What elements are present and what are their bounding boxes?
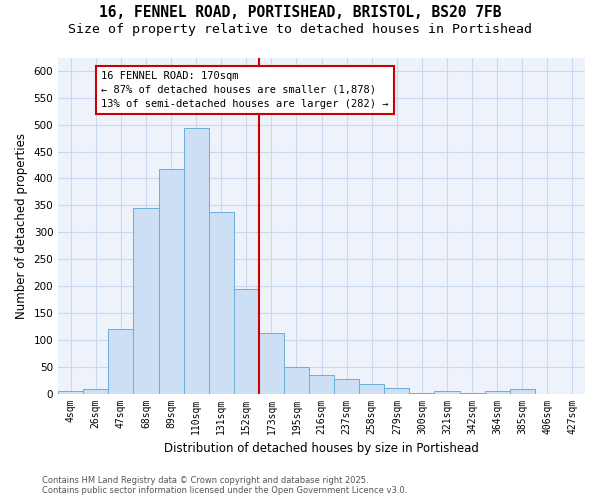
Bar [385, 388, 409, 394]
Bar [309, 374, 334, 394]
Bar [409, 393, 434, 394]
Bar [209, 212, 234, 394]
X-axis label: Distribution of detached houses by size in Portishead: Distribution of detached houses by size … [164, 442, 479, 455]
Text: 16 FENNEL ROAD: 170sqm
← 87% of detached houses are smaller (1,878)
13% of semi-: 16 FENNEL ROAD: 170sqm ← 87% of detached… [101, 71, 388, 109]
Bar [184, 128, 209, 394]
Bar [510, 390, 535, 394]
Bar [58, 392, 83, 394]
Bar [259, 334, 284, 394]
Bar [460, 393, 485, 394]
Text: 16, FENNEL ROAD, PORTISHEAD, BRISTOL, BS20 7FB: 16, FENNEL ROAD, PORTISHEAD, BRISTOL, BS… [99, 5, 501, 20]
Y-axis label: Number of detached properties: Number of detached properties [15, 132, 28, 318]
Bar [485, 391, 510, 394]
Bar [334, 379, 359, 394]
Text: Size of property relative to detached houses in Portishead: Size of property relative to detached ho… [68, 22, 532, 36]
Bar [133, 208, 158, 394]
Bar [158, 169, 184, 394]
Bar [434, 391, 460, 394]
Bar [284, 366, 309, 394]
Bar [83, 390, 109, 394]
Text: Contains HM Land Registry data © Crown copyright and database right 2025.
Contai: Contains HM Land Registry data © Crown c… [42, 476, 407, 495]
Bar [234, 288, 259, 394]
Bar [109, 329, 133, 394]
Bar [359, 384, 385, 394]
